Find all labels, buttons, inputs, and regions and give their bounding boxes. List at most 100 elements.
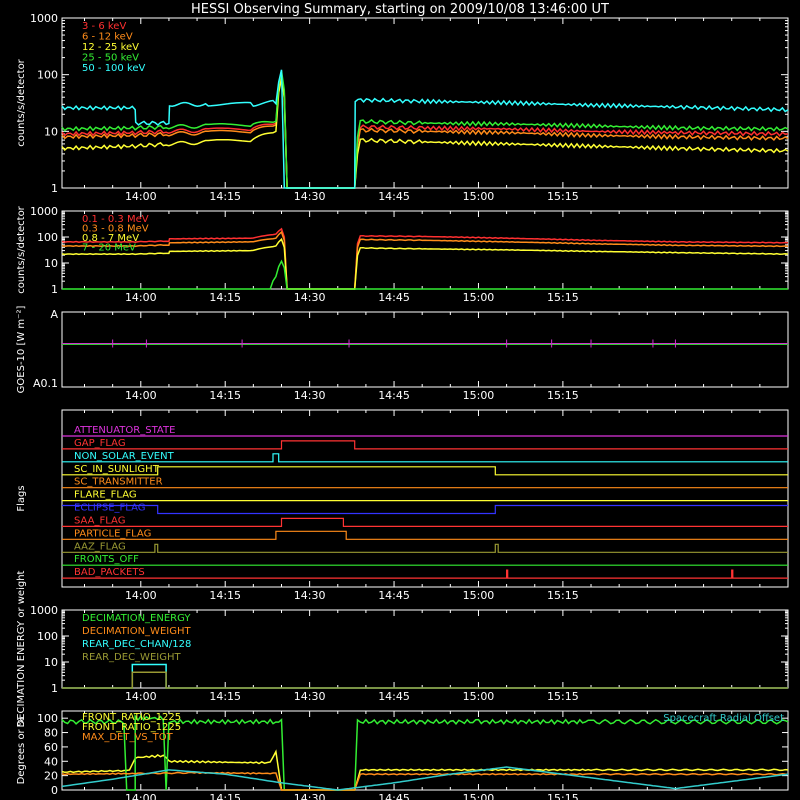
y-tick-label: 100 — [37, 69, 58, 82]
flag-label-3: SC_IN_SUNLIGHT — [74, 464, 160, 475]
x-tick-label: 14:45 — [378, 291, 410, 304]
x-tick-label: 14:45 — [378, 589, 410, 602]
series-line-1-3 — [62, 259, 788, 290]
series-line-1-2 — [61, 237, 789, 290]
series-line-5-3 — [61, 766, 789, 791]
y-tick-label: A — [50, 308, 58, 321]
flag-label-2: NON_SOLAR_EVENT — [74, 451, 175, 462]
x-tick-label: 15:15 — [547, 190, 579, 203]
x-tick-label: 14:30 — [294, 389, 326, 402]
panel-frame-3 — [61, 409, 789, 588]
x-tick-label: 15:00 — [463, 792, 495, 800]
y-tick-label: 80 — [44, 727, 58, 740]
y-tick-label: 1 — [51, 682, 58, 695]
series-line-5-0 — [61, 749, 789, 791]
legend-5-right: Spacecraft Radial Offset — [663, 713, 784, 724]
y-tick-label: 1000 — [30, 604, 58, 617]
legend-4-1: DECIMATION_WEIGHT — [82, 626, 191, 637]
y-axis-label-0: counts/s/detector — [16, 58, 27, 146]
flag-label-5: FLARE_FLAG — [74, 490, 137, 501]
legend-1-0: 0.1 - 0.3 MeV — [82, 214, 149, 225]
legend-0-4: 50 - 100 keV — [82, 63, 146, 74]
flag-label-0: ATTENUATOR_STATE — [74, 425, 175, 436]
x-tick-label: 15:15 — [547, 792, 579, 800]
series-line-1-0 — [61, 227, 789, 290]
y-tick-label: 60 — [44, 741, 58, 754]
series-line-5-1 — [61, 713, 789, 791]
x-tick-label: 15:00 — [463, 190, 495, 203]
series-line-4-2 — [62, 663, 788, 689]
x-tick-label: 15:00 — [463, 589, 495, 602]
legend-5-2: MAX_DET_VS_TOT — [82, 732, 174, 743]
flag-label-8: PARTICLE_FLAG — [74, 528, 151, 539]
y-tick-label: 100 — [37, 630, 58, 643]
y-tick-label: 10 — [44, 257, 58, 270]
series-line-4-3 — [62, 671, 788, 689]
y-tick-label: 10 — [44, 125, 58, 138]
y-axis-label-5: Degrees or % — [16, 717, 27, 785]
x-tick-label: 14:00 — [125, 589, 157, 602]
flag-label-6: ECLIPSE_FLAG — [74, 503, 145, 514]
y-axis-label-1: counts/s/detector — [16, 205, 27, 293]
x-tick-label: 15:15 — [547, 291, 579, 304]
x-tick-label: 15:15 — [547, 690, 579, 703]
y-tick-label: A0.1 — [33, 377, 58, 390]
legend-1-1: 0.3 - 0.8 MeV — [82, 224, 149, 235]
x-tick-label: 15:00 — [463, 291, 495, 304]
x-tick-label: 14:15 — [209, 389, 241, 402]
series-line-0-2 — [61, 78, 789, 189]
flag-line-8 — [62, 530, 788, 540]
x-tick-label: 14:00 — [125, 389, 157, 402]
x-tick-label: 14:15 — [209, 291, 241, 304]
series-line-1-1 — [61, 230, 789, 290]
x-tick-label: 14:45 — [378, 690, 410, 703]
y-tick-label: 1 — [51, 182, 58, 195]
x-tick-label: 14:15 — [209, 190, 241, 203]
flag-line-3 — [62, 466, 788, 476]
series-line-0-3 — [61, 70, 789, 189]
legend-4-0: DECIMATION_ENERGY — [82, 613, 191, 624]
panel-frame-5 — [61, 710, 789, 791]
flag-line-2 — [62, 453, 788, 463]
flag-label-9: AAZ_FLAG — [74, 541, 126, 552]
legend-4-2: REAR_DEC_CHAN/128 — [82, 639, 191, 650]
x-tick-label: 14:15 — [209, 792, 241, 800]
panel-frame-1 — [61, 210, 789, 290]
y-tick-label: 10 — [44, 656, 58, 669]
x-tick-label: 14:15 — [209, 589, 241, 602]
y-axis-label-4: DECIMATION ENERGY or weight — [16, 570, 27, 727]
y-tick-label: 100 — [37, 231, 58, 244]
series-line-0-4 — [61, 69, 789, 189]
series-line-5-2 — [61, 771, 789, 791]
legend-1-3: 7 - 20 MeV — [82, 243, 136, 254]
x-tick-label: 14:15 — [209, 690, 241, 703]
flag-label-11: BAD_PACKETS — [74, 567, 145, 578]
legend-0-3: 25 - 50 keV — [82, 53, 139, 64]
x-tick-label: 14:45 — [378, 190, 410, 203]
x-tick-label: 14:30 — [294, 690, 326, 703]
x-tick-label: 14:30 — [294, 190, 326, 203]
x-tick-label: 15:15 — [547, 589, 579, 602]
legend-4-3: REAR_DEC_WEIGHT — [82, 652, 181, 663]
y-axis-label-3: Flags — [16, 485, 27, 511]
x-tick-label: 15:15 — [547, 389, 579, 402]
y-tick-label: 100 — [37, 712, 58, 725]
legend-5-1: FRONT_RATIO_1225 — [82, 722, 181, 733]
legend-0-0: 3 - 6 keV — [82, 21, 126, 32]
legend-0-2: 12 - 25 keV — [82, 42, 139, 53]
y-tick-label: 0 — [51, 784, 58, 797]
series-line-0-1 — [61, 75, 789, 189]
x-tick-label: 15:00 — [463, 690, 495, 703]
flag-line-9 — [62, 543, 788, 553]
page-title: HESSI Observing Summary, starting on 200… — [191, 2, 609, 17]
legend-0-1: 6 - 12 keV — [82, 32, 133, 43]
x-tick-label: 14:00 — [125, 690, 157, 703]
y-tick-label: 20 — [44, 770, 58, 783]
flag-line-11 — [62, 569, 788, 579]
x-tick-label: 15:00 — [463, 389, 495, 402]
y-tick-label: 1000 — [30, 205, 58, 218]
panel-frame-0 — [61, 17, 789, 189]
x-tick-label: 14:00 — [125, 792, 157, 800]
